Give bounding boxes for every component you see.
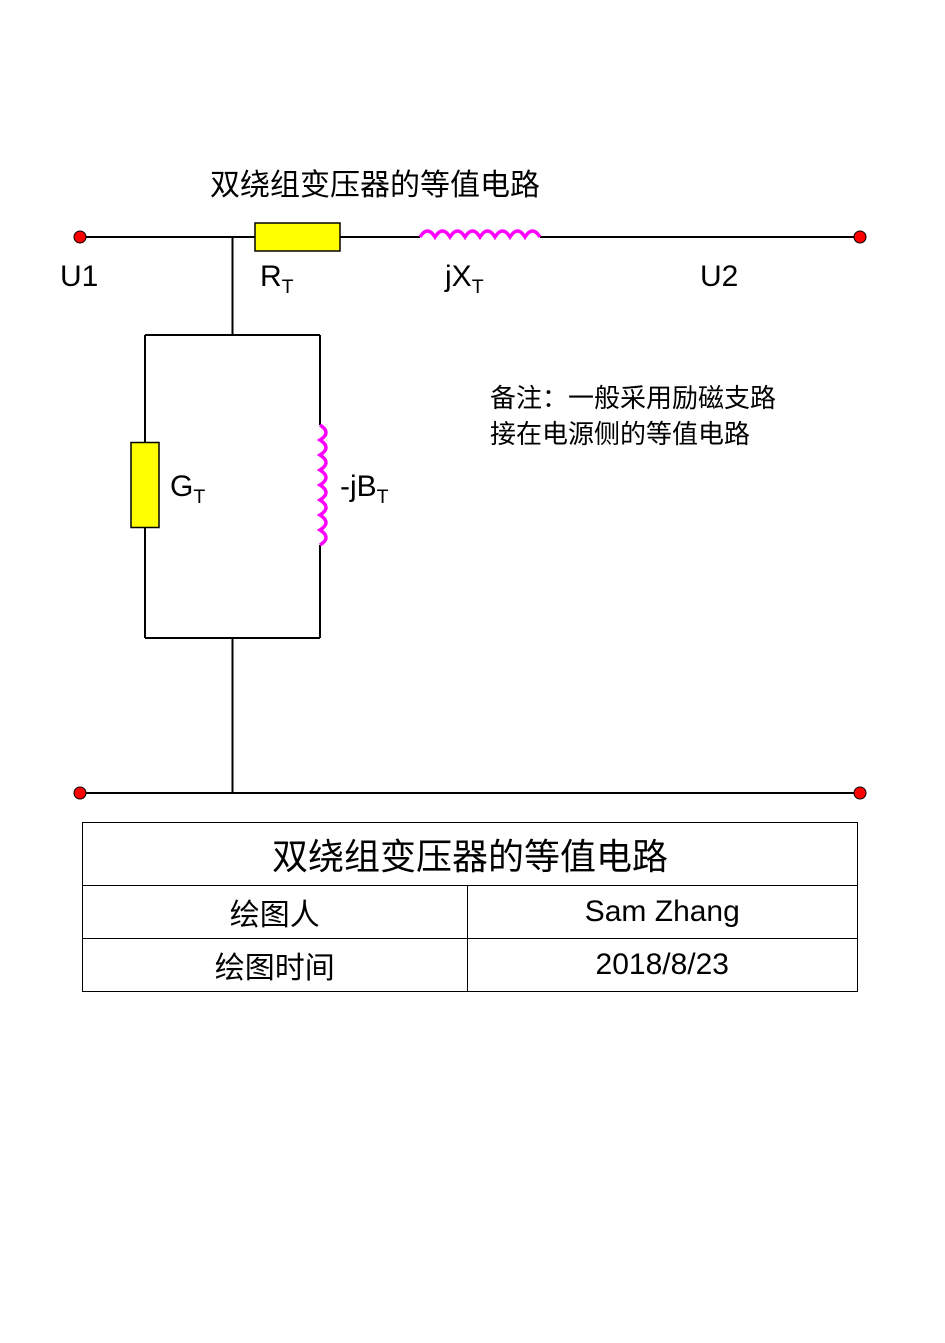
jxt-label: jXT	[445, 260, 484, 299]
jbt-label: -jBT	[340, 470, 389, 509]
drawer-value-cell: Sam Zhang	[467, 886, 857, 939]
gt-label: GT	[170, 470, 205, 509]
rt-label: RT	[260, 260, 294, 299]
u1-label: U1	[60, 260, 98, 294]
info-table: 双绕组变压器的等值电路 绘图人 Sam Zhang 绘图时间 2018/8/23	[82, 822, 858, 992]
table-title-cell: 双绕组变压器的等值电路	[83, 823, 858, 886]
date-value-cell: 2018/8/23	[467, 939, 857, 992]
u2-label: U2	[700, 260, 738, 294]
drawer-label-cell: 绘图人	[83, 886, 468, 939]
date-label-cell: 绘图时间	[83, 939, 468, 992]
note-text: 备注：一般采用励磁支路 接在电源侧的等值电路	[490, 380, 776, 453]
title-label: 双绕组变压器的等值电路	[210, 160, 540, 204]
